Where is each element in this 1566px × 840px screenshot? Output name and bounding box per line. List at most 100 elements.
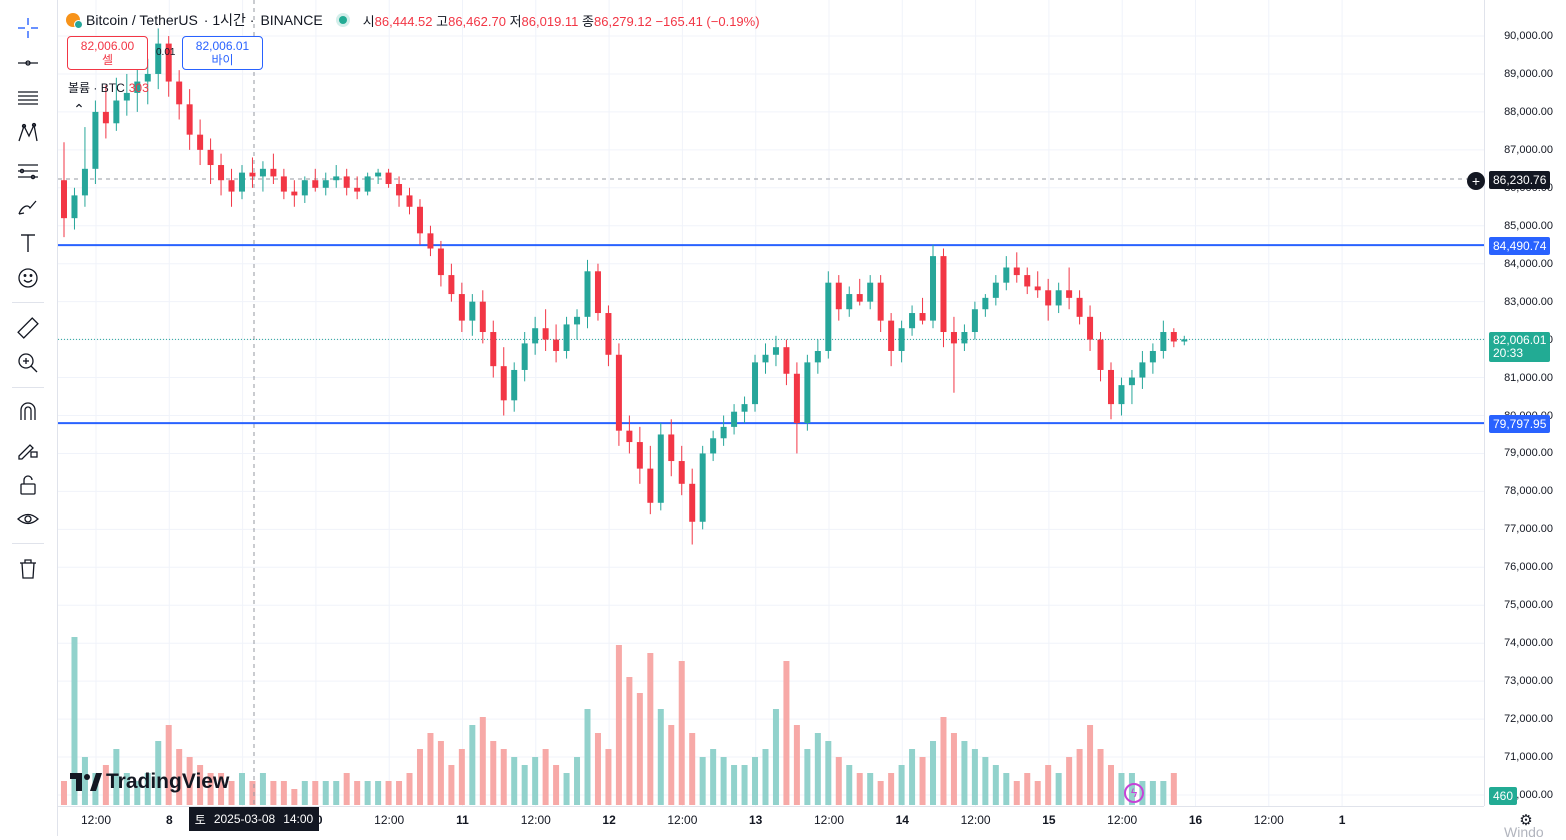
candle-body <box>940 256 947 333</box>
volume-legend[interactable]: 볼륨 · BTC 303 <box>68 79 149 96</box>
volume-bar <box>416 749 423 805</box>
volume-bar <box>396 781 403 805</box>
volume-bar <box>605 749 612 805</box>
candle-body <box>301 180 308 196</box>
candle-body <box>385 172 392 185</box>
eye-icon[interactable] <box>10 503 46 535</box>
volume-bar <box>930 741 937 805</box>
candle-body <box>710 438 717 454</box>
crosshair-icon[interactable] <box>10 12 46 44</box>
interval-label[interactable]: · 1시간 · <box>203 12 255 28</box>
price-tick: 75,000.00 <box>1504 599 1553 612</box>
volume-bar <box>804 749 811 805</box>
forecast-icon[interactable] <box>10 155 46 187</box>
candle-body <box>238 172 245 192</box>
volume-bar <box>280 781 287 805</box>
high-label: 고 <box>436 13 449 29</box>
time-tick: 12:00 <box>520 813 551 827</box>
candle-body <box>123 92 130 101</box>
crosshair-day: 토 <box>194 812 206 827</box>
time-axis[interactable]: 12:00812:001012:001112:001212:001312:001… <box>58 806 1484 837</box>
trash-icon[interactable] <box>10 553 46 585</box>
horizontal-lines-icon[interactable] <box>10 82 46 114</box>
volume-bar <box>375 781 382 805</box>
volume-bar <box>731 765 738 805</box>
buy-label: 바이 <box>211 53 234 67</box>
candle-body <box>1076 297 1083 317</box>
lightning-icon[interactable]: ϟ <box>1124 783 1144 803</box>
spread-value: 0.01 <box>156 47 176 58</box>
zoom-in-icon[interactable] <box>10 347 46 379</box>
candle-body <box>500 366 507 401</box>
volume-bar <box>385 781 392 805</box>
exchange-label[interactable]: BINANCE <box>260 12 323 28</box>
candle-body <box>322 180 329 188</box>
emoji-icon[interactable] <box>10 262 46 294</box>
add-alert-icon[interactable]: + <box>1467 172 1485 190</box>
brush-icon[interactable] <box>10 192 46 224</box>
buy-button[interactable]: 82,006.01 바이 <box>182 36 263 70</box>
volume-axis-label: 460 <box>1489 787 1518 805</box>
trend-line-icon[interactable] <box>10 47 46 79</box>
pattern-icon[interactable] <box>10 117 46 149</box>
high-value: 86,462.70 <box>448 13 506 29</box>
price-tick: 79,000.00 <box>1504 447 1553 460</box>
volume-bar <box>835 757 842 805</box>
candle-body <box>490 332 497 367</box>
volume-bar <box>752 757 759 805</box>
candle-body <box>772 347 779 355</box>
support-line-label: 79,797.95 <box>1489 415 1551 433</box>
candle-body <box>668 434 675 462</box>
collapse-legend-button[interactable]: ⌃ <box>68 98 90 120</box>
candle-body <box>699 453 706 522</box>
text-icon[interactable] <box>10 227 46 259</box>
candle-body <box>207 149 214 166</box>
ruler-icon[interactable] <box>10 312 46 344</box>
sell-button[interactable]: 82,006.00 셀 <box>67 36 148 70</box>
volume-bar <box>448 765 455 805</box>
price-tick: 76,000.00 <box>1504 561 1553 574</box>
candle-body <box>971 309 978 333</box>
candle-body <box>259 168 266 177</box>
lock-icon[interactable] <box>10 469 46 501</box>
ohlc-values: 시86,444.52 고86,462.70 저86,019.11 종86,279… <box>363 11 760 30</box>
volume-bar <box>354 781 361 805</box>
magnet-icon[interactable] <box>10 396 46 428</box>
candle-body <box>930 256 937 321</box>
volume-legend-value: 303 <box>128 81 149 95</box>
volume-bar <box>1118 773 1125 805</box>
candle-body <box>877 282 884 321</box>
candle-body <box>364 176 371 192</box>
candle-body <box>542 328 549 340</box>
volume-bar <box>1108 765 1114 805</box>
sell-price: 82,006.00 <box>80 39 135 53</box>
volume-bar <box>689 733 696 805</box>
candle-body <box>144 73 151 82</box>
volume-legend-label: 볼륨 · BTC <box>68 81 125 95</box>
volume-bar <box>1066 757 1073 805</box>
price-tick: 88,000.00 <box>1504 105 1553 118</box>
low-label: 저 <box>509 13 522 29</box>
volume-bar <box>574 757 581 805</box>
volume-bar <box>888 773 895 805</box>
time-tick: 14 <box>895 813 909 827</box>
volume-bar <box>113 749 120 805</box>
price-axis[interactable]: 90,000.0089,000.0088,000.0087,000.0086,0… <box>1484 0 1566 806</box>
volume-bar <box>333 781 340 805</box>
buy-price: 82,006.01 <box>195 39 250 53</box>
volume-bar <box>898 765 905 805</box>
candle-body <box>814 350 821 363</box>
symbol-name[interactable]: Bitcoin / TetherUS <box>86 12 198 28</box>
volume-bar <box>165 725 172 805</box>
price-chart[interactable] <box>58 0 1484 806</box>
volume-bar <box>1024 773 1031 805</box>
candle-body <box>647 468 654 503</box>
volume-bar <box>207 773 214 805</box>
volume-bar <box>81 757 88 805</box>
time-tick: 12:00 <box>813 813 845 827</box>
price-tick: 83,000.00 <box>1504 295 1553 308</box>
pencil-lock-icon[interactable] <box>10 433 46 465</box>
settings-gear-icon[interactable]: ⚙ <box>1519 812 1533 829</box>
time-tick: 12 <box>602 813 616 827</box>
candle-body <box>752 362 759 405</box>
